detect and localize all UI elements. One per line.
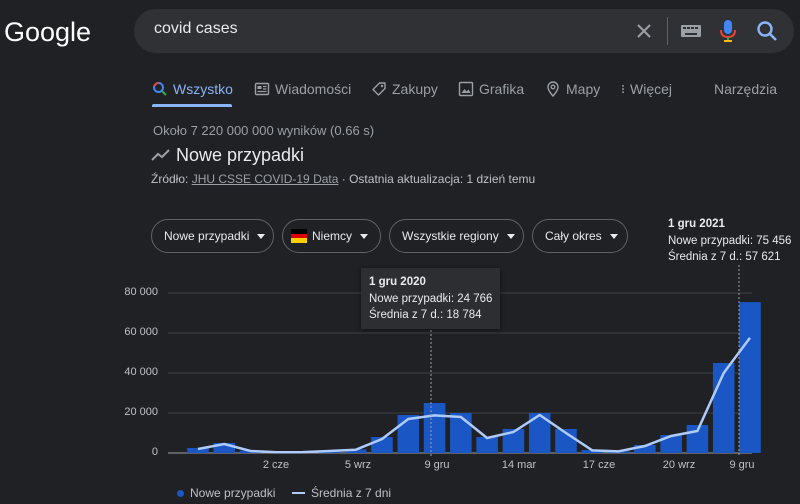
y-tick-label: 80 000 [124, 286, 158, 298]
y-tick-label: 0 [151, 446, 158, 458]
tab-shopping[interactable]: Zakupy [371, 81, 438, 97]
tab-more[interactable]: Więcej [618, 81, 672, 97]
google-logo[interactable]: Google [4, 14, 94, 50]
search-icon [153, 82, 167, 96]
series-line-7day-average [197, 337, 752, 454]
x-tick-label: 14 mar [501, 459, 537, 471]
results-count: Około 7 220 000 000 wyników (0.66 s) [153, 123, 375, 138]
tab-label: Zakupy [392, 81, 438, 97]
google-logo-text: Google [4, 17, 91, 47]
source-label: Źródło: [151, 172, 189, 186]
period-dropdown[interactable]: Cały okres [532, 219, 628, 253]
chart-bar [292, 452, 314, 453]
tab-label: Wszystko [173, 81, 233, 97]
chart-bar [423, 403, 446, 453]
chart-bar [555, 429, 577, 453]
tooltip-average: Średnia z 7 d.: 57 621 [668, 251, 781, 263]
search-divider [667, 17, 668, 45]
legend-item-average: Średnia z 7 dni [292, 486, 391, 500]
chart-bar [502, 429, 525, 453]
x-tick-label: 20 wrz [662, 459, 696, 471]
tab-label: Grafika [479, 81, 525, 97]
tooltip-cases: Nowe przypadki: 24 766 [369, 293, 493, 305]
metric-dropdown-label: Nowe przypadki [164, 229, 250, 243]
tooltip-average: Średnia z 7 d.: 18 784 [369, 309, 482, 321]
tab-news[interactable]: Wiadomości [254, 81, 351, 97]
tag-icon [372, 82, 386, 96]
chart-bar [450, 413, 472, 453]
germany-flag-icon [291, 229, 307, 244]
region-dropdown[interactable]: Wszystkie regiony [389, 219, 524, 253]
tab-maps[interactable]: Mapy [545, 81, 600, 97]
tooltip-2021: 1 gru 2021 Nowe przypadki: 75 456 Średni… [668, 216, 791, 265]
chart-bar [607, 451, 630, 453]
search-input[interactable]: covid cases [154, 20, 238, 37]
trending-icon [151, 149, 170, 161]
country-dropdown[interactable]: Niemcy [282, 219, 381, 253]
chart-bar [686, 425, 709, 453]
clear-icon[interactable] [634, 21, 654, 41]
chevron-down-icon [360, 233, 368, 239]
chart-bar [660, 435, 682, 453]
tab-label: Więcej [630, 81, 673, 97]
region-dropdown-label: Wszystkie regiony [402, 229, 499, 243]
chart-bar [371, 437, 393, 453]
legend-label: Średnia z 7 dni [311, 486, 392, 500]
map-pin-icon [547, 81, 559, 97]
chart-bar [634, 445, 656, 453]
chevron-down-icon [506, 233, 515, 239]
x-tick-label: 9 gru [729, 459, 755, 471]
tab-images[interactable]: Grafika [458, 81, 524, 97]
chevron-down-icon [609, 233, 618, 239]
x-tick-label: 5 wrz [344, 459, 372, 471]
y-tick-label: 60 000 [124, 326, 158, 338]
tooltip-cases: Nowe przypadki: 75 456 [668, 235, 792, 247]
search-icon[interactable] [756, 20, 778, 42]
y-tick-label: 40 000 [124, 366, 158, 378]
period-dropdown-label: Cały okres [545, 229, 602, 243]
country-dropdown-label: Niemcy [311, 229, 352, 243]
chart-bar [712, 363, 735, 453]
chart-bar [581, 450, 604, 453]
chart-bar [344, 449, 367, 453]
chart-bar [397, 415, 420, 453]
chart-bar [266, 452, 288, 453]
tab-label: Mapy [566, 81, 601, 97]
tools-button[interactable]: Narzędzia [714, 81, 777, 97]
source-link[interactable]: JHU CSSE COVID-19 Data [191, 172, 339, 186]
chart-bar [318, 450, 341, 453]
image-icon [458, 81, 474, 97]
x-tick-label: 9 gru [424, 459, 450, 471]
update-text: · Ostatnia aktualizacja: 1 dzień temu [341, 172, 536, 186]
tools-label: Narzędzia [714, 81, 778, 97]
chart-bar [476, 437, 498, 453]
chart-bar [528, 413, 551, 453]
legend-label: Nowe przypadki [190, 486, 276, 500]
x-tick-label: 2 cze [262, 459, 290, 471]
tooltip-date: 1 gru 2021 [668, 218, 725, 230]
chart-bar [739, 302, 761, 453]
tooltip-2020: 1 gru 2020 Nowe przypadki: 24 766 Średni… [361, 268, 501, 329]
keyboard-icon[interactable] [680, 22, 702, 40]
tab-label: Wiadomości [275, 81, 352, 97]
chart-bar [239, 450, 262, 453]
source-line: Źródło: JHU CSSE COVID-19 Data · Ostatni… [151, 172, 535, 186]
legend-item-cases: Nowe przypadki [177, 486, 275, 500]
news-icon [254, 82, 270, 96]
active-tab-indicator [152, 104, 232, 107]
x-tick-label: 17 cze [582, 459, 616, 471]
legend-dot-icon [177, 489, 184, 497]
chart-bar [213, 443, 236, 453]
tab-all[interactable]: Wszystko [152, 81, 233, 97]
more-vert-icon [622, 84, 624, 94]
metric-dropdown[interactable]: Nowe przypadki [151, 219, 274, 253]
y-tick-label: 20 000 [124, 406, 158, 418]
chevron-down-icon [257, 233, 266, 239]
tooltip-date: 1 gru 2020 [369, 276, 426, 288]
chart-bar [187, 448, 209, 453]
legend-line-icon [292, 492, 305, 494]
panel-title: Nowe przypadki [176, 145, 305, 165]
microphone-icon[interactable] [719, 19, 737, 43]
search-bar[interactable]: covid cases [134, 9, 794, 53]
